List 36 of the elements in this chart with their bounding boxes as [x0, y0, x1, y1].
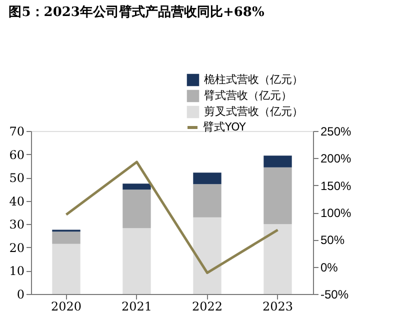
- y-tick-label: 70: [9, 124, 24, 138]
- x-tick-label: 2020: [50, 300, 82, 314]
- bar: [52, 244, 80, 294]
- bar: [264, 167, 292, 224]
- bar: [122, 190, 151, 228]
- bar: [193, 217, 222, 294]
- x-tick-label: 2023: [262, 300, 294, 314]
- y2-tick-label: -50%: [320, 288, 349, 302]
- legend-label: 臂式YOY: [203, 120, 246, 134]
- y2-tick-label: 50%: [320, 233, 345, 248]
- bar: [264, 156, 292, 168]
- y-tick-label: 20: [9, 240, 24, 255]
- chart-title: 图5：2023年公司臂式产品营收同比+68%: [8, 4, 265, 20]
- x-tick-label: 2021: [121, 300, 152, 314]
- bar: [52, 232, 80, 244]
- y2-tick-label: 150%: [320, 178, 352, 193]
- y-tick-label: 50: [9, 171, 24, 186]
- bar: [264, 224, 292, 294]
- y2-tick-label: 200%: [320, 152, 352, 166]
- bar: [193, 184, 222, 218]
- y2-tick-label: 250%: [320, 124, 352, 138]
- y-tick-label: 40: [9, 194, 24, 208]
- y-tick-label: 30: [9, 218, 24, 232]
- bar: [122, 184, 151, 190]
- y2-tick-label: 100%: [320, 206, 352, 220]
- legend-label: 臂式营收（亿元）: [204, 89, 292, 102]
- y-tick-label: 60: [9, 148, 24, 162]
- y2-tick-label: 0%: [320, 260, 338, 274]
- bar: [193, 172, 222, 184]
- legend-label: 剪叉式营收（亿元）: [204, 105, 303, 118]
- y-tick-label: 0: [16, 288, 24, 302]
- x-tick-label: 2022: [192, 300, 223, 314]
- line-series: [65, 160, 279, 274]
- y-tick-label: 10: [9, 264, 24, 278]
- bar: [122, 228, 151, 294]
- legend-label: 桅柱式营收（亿元）: [204, 73, 303, 86]
